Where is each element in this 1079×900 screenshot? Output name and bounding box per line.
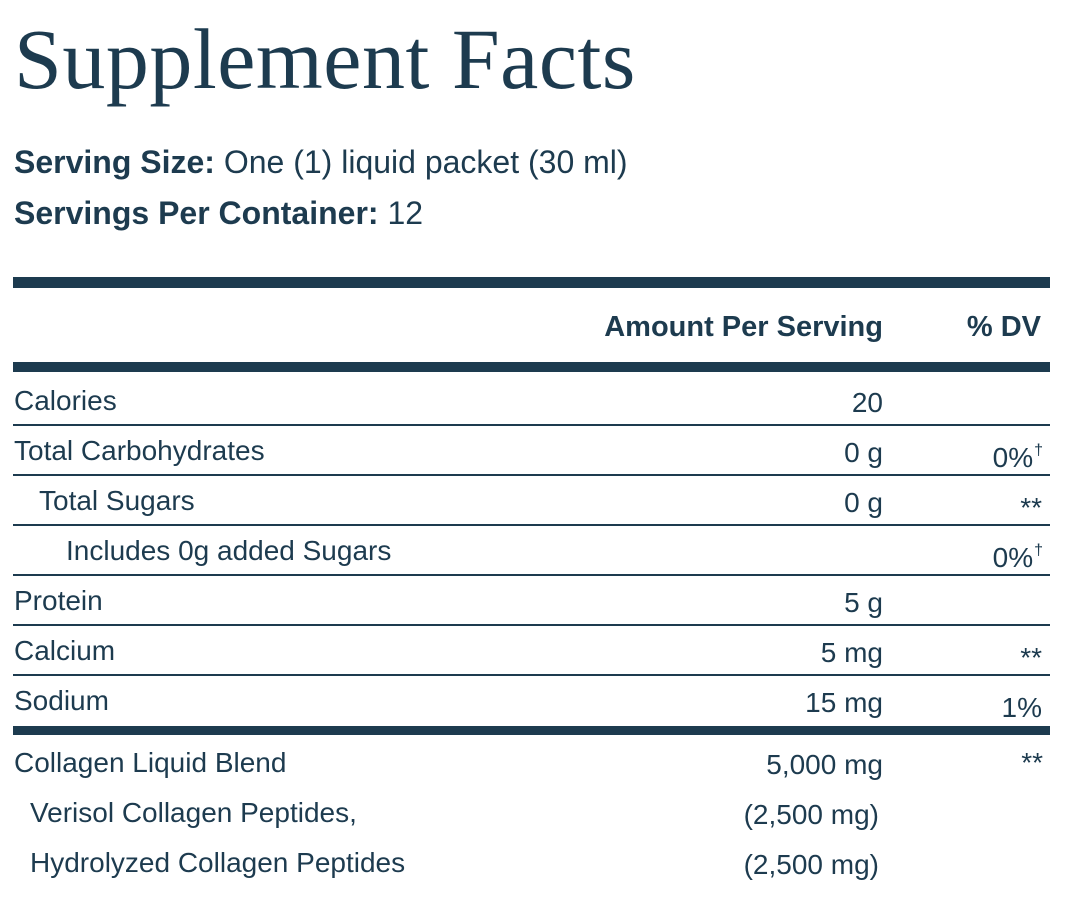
nutrient-name: Protein: [14, 585, 103, 616]
nutrient-dv: [1042, 382, 1043, 427]
nutrient-dv: **: [1020, 642, 1042, 673]
blend-component-amount: (2,500 mg): [743, 799, 879, 830]
nutrient-row-protein: Protein 5 g: [0, 576, 1079, 626]
row-divider: [13, 524, 1050, 526]
top-thick-rule: [13, 277, 1050, 288]
header-thick-rule: [13, 362, 1050, 372]
nutrient-name: Total Sugars: [39, 485, 195, 516]
nutrient-dv: [1042, 582, 1043, 627]
nutrient-amount: 0 g: [844, 487, 883, 518]
serving-size-line: Serving Size: One (1) liquid packet (30 …: [14, 142, 628, 182]
nutrient-amount: 5 g: [844, 587, 883, 618]
page-title: Supplement Facts: [14, 11, 636, 107]
nutrient-amount: 20: [851, 387, 883, 418]
nutrient-name: Includes 0g added Sugars: [66, 535, 392, 566]
row-divider: [13, 624, 1050, 626]
nutrient-amount: 5 mg: [820, 637, 883, 668]
nutrient-dv: 0%†: [992, 542, 1043, 573]
nutrient-dv: 1%: [1001, 692, 1042, 723]
blend-row: Collagen Liquid Blend 5,000 mg **: [0, 738, 1079, 788]
amount-per-serving-header: Amount Per Serving: [604, 311, 883, 343]
nutrient-name: Calcium: [14, 635, 116, 666]
nutrient-name: Sodium: [14, 685, 109, 716]
nutrient-row-total-sugars: Total Sugars 0 g **: [0, 476, 1079, 526]
nutrient-row-calories: Calories 20: [0, 376, 1079, 426]
blend-component-amount: (2,500 mg): [743, 849, 879, 880]
blend-component-name: Hydrolyzed Collagen Peptides: [30, 847, 406, 878]
daily-value-header: % DV: [966, 311, 1041, 343]
nutrient-name: Total Carbohydrates: [14, 435, 265, 466]
servings-per-container-value: 12: [387, 195, 424, 231]
blend-thick-rule: [13, 726, 1050, 735]
row-divider: [13, 424, 1050, 426]
row-divider: [13, 474, 1050, 476]
nutrient-name: Calories: [14, 385, 117, 416]
blend-component-row: Hydrolyzed Collagen Peptides (2,500 mg): [0, 838, 1079, 888]
nutrient-row-sodium: Sodium 15 mg 1%: [0, 676, 1079, 726]
blend-name: Collagen Liquid Blend: [14, 747, 287, 778]
nutrient-row-added-sugars: Includes 0g added Sugars 0%†: [0, 526, 1079, 576]
dagger-mark: †: [1034, 442, 1043, 459]
table-header: Amount Per Serving % DV: [0, 305, 1079, 349]
nutrient-amount: 15 mg: [805, 687, 883, 718]
servings-per-container-label: Servings Per Container:: [14, 195, 379, 231]
dagger-mark: †: [1034, 542, 1043, 559]
row-divider: [13, 674, 1050, 676]
blend-amount: 5,000 mg: [766, 749, 883, 780]
nutrient-amount: 0 g: [844, 437, 883, 468]
row-divider: [13, 574, 1050, 576]
nutrient-dv: 0%†: [992, 442, 1043, 473]
nutrient-dv: **: [1020, 492, 1042, 523]
blend-dv: **: [1021, 747, 1043, 778]
servings-per-container-line: Servings Per Container: 12: [14, 193, 423, 233]
blend-component-row: Verisol Collagen Peptides, (2,500 mg): [0, 788, 1079, 838]
blend-component-name: Verisol Collagen Peptides,: [30, 797, 357, 828]
serving-size-value: One (1) liquid packet (30 ml): [223, 144, 628, 180]
nutrient-row-total-carbohydrates: Total Carbohydrates 0 g 0%†: [0, 426, 1079, 476]
serving-size-label: Serving Size:: [14, 144, 215, 180]
nutrient-row-calcium: Calcium 5 mg **: [0, 626, 1079, 676]
